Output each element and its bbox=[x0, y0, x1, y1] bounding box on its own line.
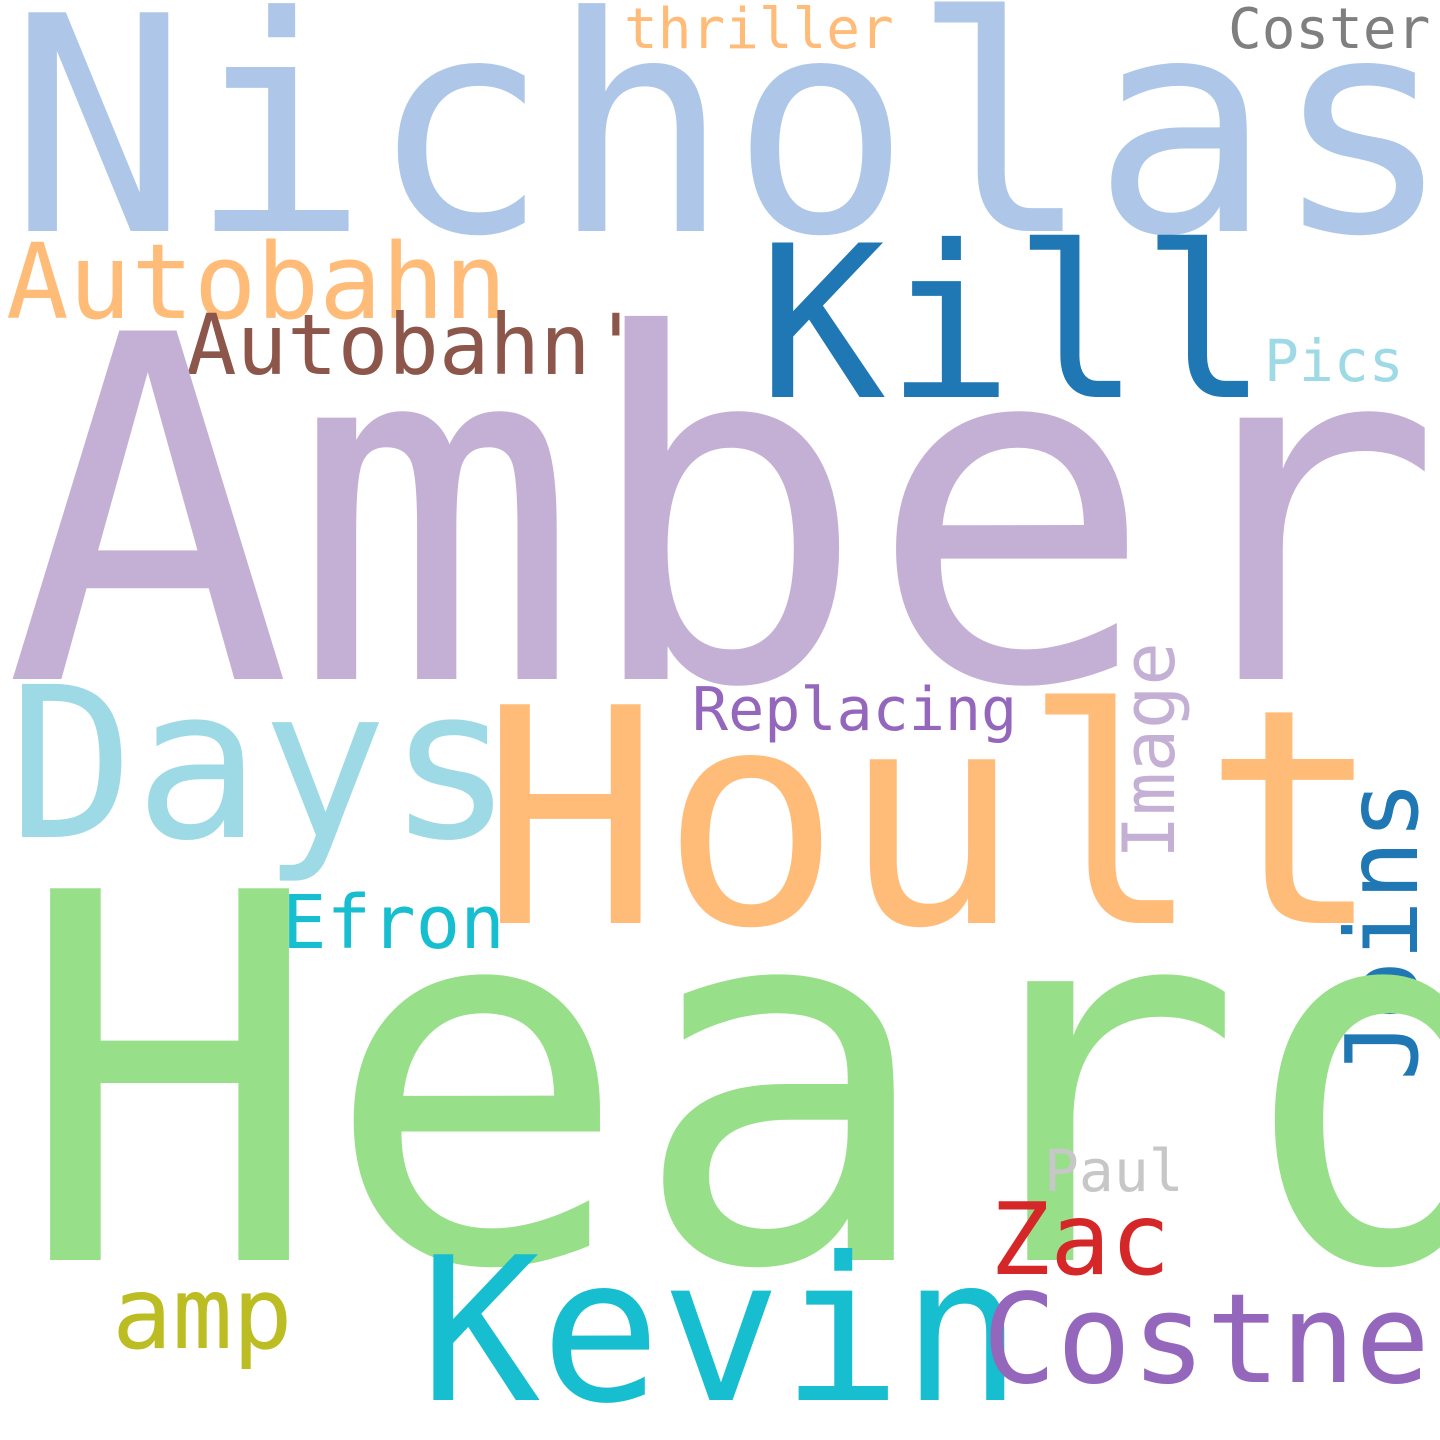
word-efron: Efron bbox=[282, 880, 505, 966]
word-coster: Coster bbox=[1228, 0, 1431, 62]
word-heard: Heard bbox=[16, 788, 1440, 1381]
word-amber: Amber bbox=[4, 235, 1440, 792]
word-kill: Kill bbox=[758, 200, 1269, 447]
word-autobahn-quoted: Autobahn' bbox=[186, 296, 642, 394]
word-hoult: Hoult bbox=[480, 645, 1384, 994]
word-replacing: Replacing bbox=[692, 675, 1018, 745]
word-kevin: Kevin bbox=[420, 1215, 1023, 1440]
word-amp: amp bbox=[112, 1255, 293, 1372]
word-zac: Zac bbox=[990, 1181, 1171, 1298]
word-costner: Costner bbox=[982, 1268, 1440, 1412]
word-autobahn: Autobahn bbox=[6, 221, 507, 343]
word-pics: Pics bbox=[1264, 327, 1404, 395]
word-days: Days bbox=[8, 642, 514, 887]
word-nicholas: Nicholas bbox=[8, 0, 1440, 302]
word-thriller: thriller bbox=[624, 0, 894, 62]
word-paul: Paul bbox=[1044, 1137, 1184, 1205]
